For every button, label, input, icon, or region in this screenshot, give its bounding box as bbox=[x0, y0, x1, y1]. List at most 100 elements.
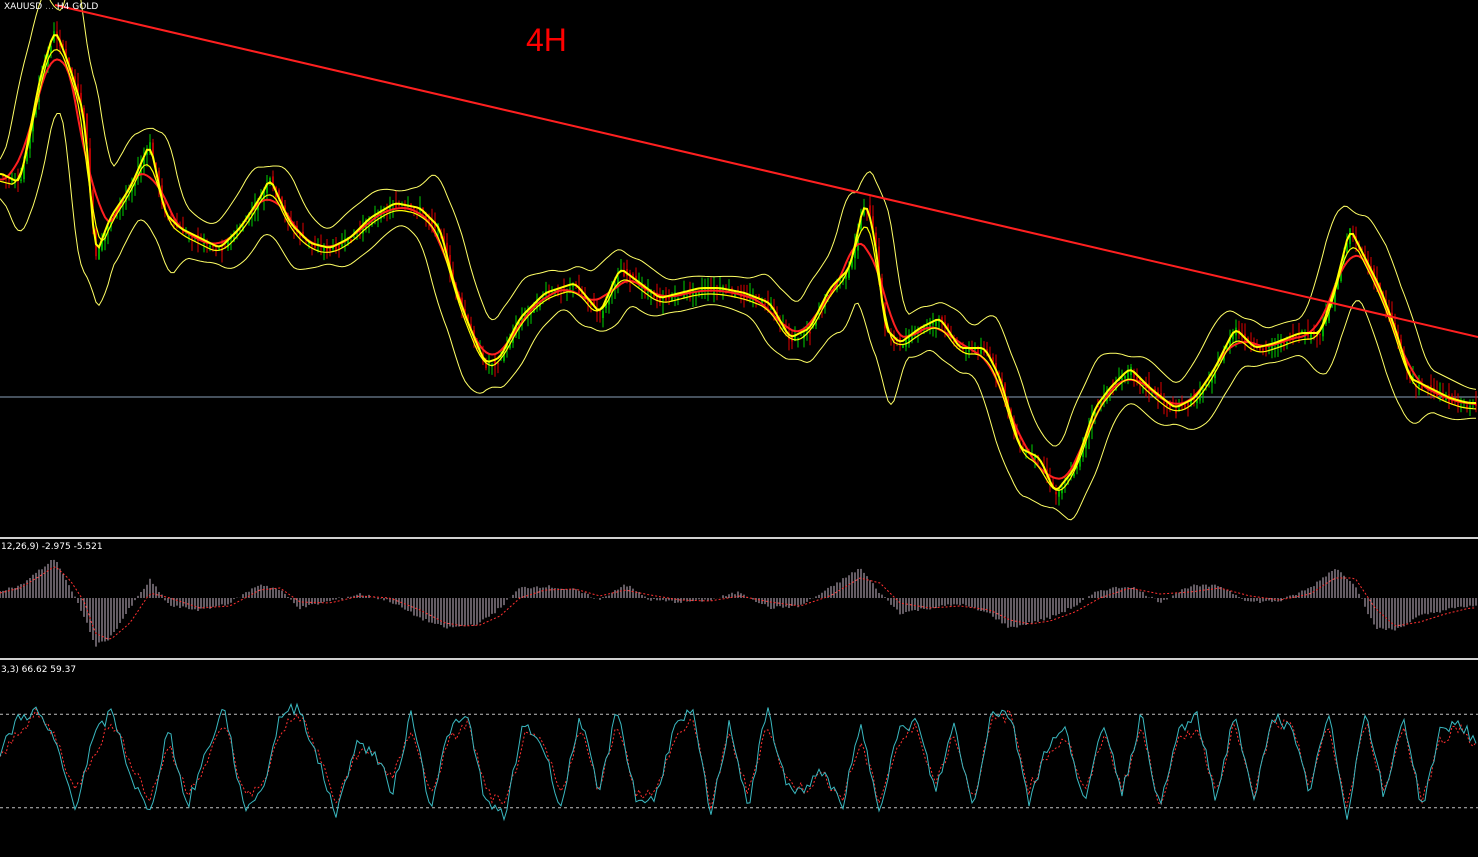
candle-body bbox=[1061, 489, 1063, 494]
candle-body bbox=[872, 216, 874, 230]
candle-body bbox=[449, 254, 451, 273]
candle-body bbox=[1310, 333, 1312, 339]
candle bbox=[410, 203, 412, 213]
macd-chart[interactable] bbox=[0, 540, 1478, 658]
candle bbox=[623, 262, 625, 278]
candle-body bbox=[410, 204, 412, 206]
pane-separator[interactable] bbox=[0, 537, 1478, 539]
candle-body bbox=[632, 274, 634, 278]
candle-body bbox=[1229, 336, 1231, 347]
candle-body bbox=[854, 244, 856, 259]
candle-body bbox=[239, 230, 241, 232]
candle-body bbox=[554, 288, 556, 294]
candle bbox=[1277, 333, 1279, 358]
candle-body bbox=[770, 302, 772, 306]
candle bbox=[143, 147, 145, 174]
candle-body bbox=[485, 359, 487, 369]
separator: … bbox=[45, 2, 55, 12]
candle-body bbox=[1226, 347, 1228, 350]
candle bbox=[749, 282, 751, 303]
candle bbox=[578, 274, 580, 294]
candle-body bbox=[1466, 405, 1468, 409]
candle-body bbox=[1361, 248, 1363, 251]
candle-body bbox=[1133, 372, 1135, 378]
candle bbox=[1274, 338, 1276, 358]
candle bbox=[1319, 333, 1321, 345]
candle bbox=[1265, 340, 1267, 357]
candle bbox=[635, 267, 637, 281]
candle bbox=[908, 329, 910, 348]
candle-body bbox=[1319, 333, 1321, 335]
candle-body bbox=[413, 206, 415, 209]
candle-body bbox=[1121, 378, 1123, 380]
candle bbox=[1175, 399, 1177, 419]
price-chart-pane[interactable]: XAUUSD … H4 GOLD 4H bbox=[0, 0, 1478, 537]
candle-body bbox=[695, 290, 697, 296]
candle-body bbox=[1268, 346, 1270, 348]
candle bbox=[980, 337, 982, 356]
candle-body bbox=[1370, 266, 1372, 270]
stochastic-pane[interactable]: 3,3) 66.62 59.37 bbox=[0, 661, 1478, 857]
candle bbox=[932, 312, 934, 337]
candle bbox=[938, 315, 940, 330]
candle-body bbox=[335, 244, 337, 251]
candle-body bbox=[1175, 409, 1177, 414]
pane-separator[interactable] bbox=[0, 658, 1478, 660]
candle bbox=[308, 242, 310, 249]
candle-body bbox=[1136, 376, 1138, 381]
candle-body bbox=[701, 288, 703, 291]
candle bbox=[1238, 320, 1240, 340]
candle-body bbox=[569, 288, 571, 290]
candle-body bbox=[548, 292, 550, 295]
candle bbox=[266, 174, 268, 202]
candle bbox=[869, 196, 871, 219]
candle bbox=[146, 145, 148, 167]
candle-body bbox=[248, 213, 250, 222]
candle bbox=[683, 280, 685, 300]
candle-body bbox=[578, 286, 580, 294]
candle bbox=[1136, 368, 1138, 386]
candle-body bbox=[1211, 377, 1213, 383]
candle-body bbox=[677, 297, 679, 300]
macd-pane[interactable]: 12,26,9) -2.975 -5.521 bbox=[0, 540, 1478, 658]
candle-body bbox=[482, 352, 484, 358]
candle-body bbox=[1004, 383, 1006, 400]
candle-body bbox=[251, 213, 253, 216]
candle bbox=[1304, 329, 1306, 345]
candle-body bbox=[935, 320, 937, 326]
candle-body bbox=[398, 204, 400, 206]
candle-body bbox=[929, 322, 931, 329]
price-chart[interactable] bbox=[0, 0, 1478, 537]
candle-body bbox=[317, 249, 319, 251]
candle-body bbox=[1430, 385, 1432, 387]
macd-legend: 12,26,9) -2.975 -5.521 bbox=[1, 542, 103, 552]
candle-body bbox=[134, 182, 136, 186]
slow-moving-average bbox=[0, 58, 1477, 480]
candle bbox=[1268, 345, 1270, 355]
candle-body bbox=[23, 164, 25, 180]
candle-body bbox=[2, 174, 4, 177]
candle-body bbox=[941, 317, 943, 322]
candle-body bbox=[158, 170, 160, 189]
candle-body bbox=[212, 245, 214, 248]
candle-body bbox=[1010, 409, 1012, 416]
candle-body bbox=[1457, 403, 1459, 406]
candle-body bbox=[704, 287, 706, 292]
candle-body bbox=[1178, 408, 1180, 411]
candle-body bbox=[635, 275, 637, 281]
candle bbox=[968, 341, 970, 359]
candle-body bbox=[347, 237, 349, 244]
candle bbox=[1457, 393, 1459, 413]
candle bbox=[893, 330, 895, 352]
candle-body bbox=[797, 337, 799, 340]
candle-body bbox=[44, 62, 46, 70]
candle-body bbox=[1334, 286, 1336, 303]
stochastic-chart[interactable] bbox=[0, 661, 1478, 857]
candle-body bbox=[266, 183, 268, 193]
fast-moving-average bbox=[0, 34, 1476, 491]
candle-body bbox=[110, 219, 112, 228]
candle bbox=[1322, 313, 1324, 342]
candle-body bbox=[500, 356, 502, 358]
candle bbox=[1121, 369, 1123, 391]
candle-body bbox=[1262, 348, 1264, 352]
